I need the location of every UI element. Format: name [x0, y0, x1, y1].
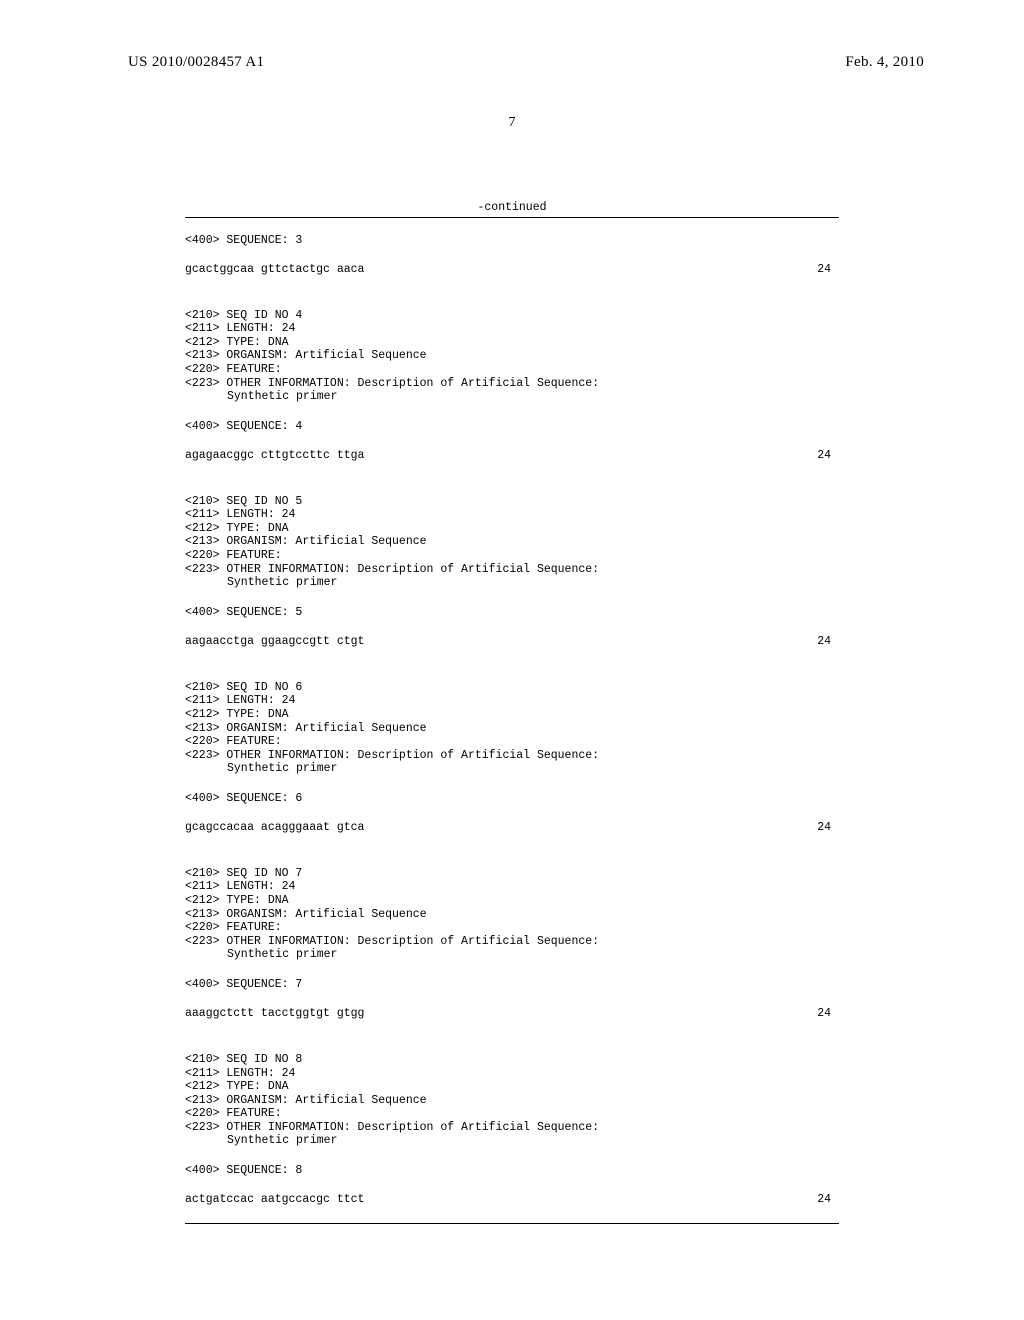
sequence-text: actgatccac aatgccacgc ttct [185, 1193, 364, 1207]
sequence-text: aagaacctga ggaagccgtt ctgt [185, 635, 364, 649]
sequence-text: agagaacggc cttgtccttc ttga [185, 449, 364, 463]
sequence-meta-line: <211> LENGTH: 24 [185, 694, 839, 708]
sequence-length: 24 [817, 1007, 839, 1021]
sequence-header: <400> SEQUENCE: 8 [185, 1164, 839, 1178]
sequence-meta-line: <220> FEATURE: [185, 735, 839, 749]
sequence-data-row: gcagccacaa acagggaaat gtca 24 [185, 821, 839, 835]
sequence-meta-indented: Synthetic primer [185, 1134, 839, 1148]
block-spacer [185, 479, 839, 495]
sequence-data-row: aagaacctga ggaagccgtt ctgt 24 [185, 635, 839, 649]
sequence-header: <400> SEQUENCE: 5 [185, 606, 839, 620]
sequence-meta-line: <213> ORGANISM: Artificial Sequence [185, 535, 839, 549]
sequence-block: <210> SEQ ID NO 8<211> LENGTH: 24<212> T… [185, 1053, 839, 1207]
sequence-meta-line: <213> ORGANISM: Artificial Sequence [185, 1094, 839, 1108]
sequence-header: <400> SEQUENCE: 4 [185, 420, 839, 434]
sequence-meta-line: <211> LENGTH: 24 [185, 1067, 839, 1081]
sequence-length: 24 [817, 635, 839, 649]
document-header: US 2010/0028457 A1 Feb. 4, 2010 [0, 0, 1024, 71]
sequence-block: <210> SEQ ID NO 5<211> LENGTH: 24<212> T… [185, 495, 839, 649]
sequence-block: <400> SEQUENCE: 3 gcactggcaa gttctactgc a… [185, 234, 839, 277]
sequence-block: <210> SEQ ID NO 7<211> LENGTH: 24<212> T… [185, 867, 839, 1021]
top-rule [185, 217, 839, 218]
sequence-meta-line: <213> ORGANISM: Artificial Sequence [185, 349, 839, 363]
sequence-meta-indented: Synthetic primer [185, 390, 839, 404]
sequence-meta-line: <220> FEATURE: [185, 549, 839, 563]
sequence-meta-line: <210> SEQ ID NO 6 [185, 681, 839, 695]
sequence-meta-line: <210> SEQ ID NO 4 [185, 309, 839, 323]
sequence-meta-line: <210> SEQ ID NO 8 [185, 1053, 839, 1067]
sequence-length: 24 [817, 1193, 839, 1207]
sequence-meta-line: <223> OTHER INFORMATION: Description of … [185, 935, 839, 949]
sequence-meta-line: <210> SEQ ID NO 7 [185, 867, 839, 881]
sequence-length: 24 [817, 821, 839, 835]
sequence-meta-indented: Synthetic primer [185, 762, 839, 776]
sequence-text: gcactggcaa gttctactgc aaca [185, 263, 364, 277]
sequence-meta-line: <212> TYPE: DNA [185, 1080, 839, 1094]
block-spacer [185, 851, 839, 867]
sequence-meta-line: <212> TYPE: DNA [185, 708, 839, 722]
block-spacer [185, 1037, 839, 1053]
sequence-meta-line: <212> TYPE: DNA [185, 894, 839, 908]
sequence-meta-indented: Synthetic primer [185, 948, 839, 962]
sequence-length: 24 [817, 449, 839, 463]
sequence-block: <210> SEQ ID NO 6<211> LENGTH: 24<212> T… [185, 681, 839, 835]
sequence-meta-line: <213> ORGANISM: Artificial Sequence [185, 722, 839, 736]
sequence-header: <400> SEQUENCE: 6 [185, 792, 839, 806]
sequence-meta-line: <211> LENGTH: 24 [185, 508, 839, 522]
sequence-meta-line: <212> TYPE: DNA [185, 522, 839, 536]
sequence-meta-line: <213> ORGANISM: Artificial Sequence [185, 908, 839, 922]
sequence-data-row: actgatccac aatgccacgc ttct 24 [185, 1193, 839, 1207]
sequence-meta-line: <220> FEATURE: [185, 363, 839, 377]
block-spacer [185, 293, 839, 309]
sequence-meta-line: <223> OTHER INFORMATION: Description of … [185, 1121, 839, 1135]
bottom-rule [185, 1223, 839, 1224]
sequence-block: <210> SEQ ID NO 4<211> LENGTH: 24<212> T… [185, 309, 839, 463]
sequence-data-row: aaaggctctt tacctggtgt gtgg 24 [185, 1007, 839, 1021]
page-number: 7 [0, 115, 1024, 131]
sequence-data-row: agagaacggc cttgtccttc ttga 24 [185, 449, 839, 463]
sequence-meta-line: <212> TYPE: DNA [185, 336, 839, 350]
sequences-container: <400> SEQUENCE: 3 gcactggcaa gttctactgc a… [185, 234, 839, 1207]
sequence-text: aaaggctctt tacctggtgt gtgg [185, 1007, 364, 1021]
sequence-header: <400> SEQUENCE: 3 [185, 234, 839, 248]
publication-number: US 2010/0028457 A1 [128, 54, 264, 71]
sequence-meta-indented: Synthetic primer [185, 576, 839, 590]
block-spacer [185, 665, 839, 681]
sequence-meta-line: <210> SEQ ID NO 5 [185, 495, 839, 509]
sequence-meta-line: <211> LENGTH: 24 [185, 880, 839, 894]
sequence-meta-line: <220> FEATURE: [185, 1107, 839, 1121]
sequence-meta-line: <223> OTHER INFORMATION: Description of … [185, 563, 839, 577]
continued-label: -continued [185, 201, 839, 215]
publication-date: Feb. 4, 2010 [845, 54, 924, 71]
sequence-data-row: gcactggcaa gttctactgc aaca 24 [185, 263, 839, 277]
sequence-meta-line: <211> LENGTH: 24 [185, 322, 839, 336]
sequence-length: 24 [817, 263, 839, 277]
sequence-meta-line: <220> FEATURE: [185, 921, 839, 935]
sequence-meta-line: <223> OTHER INFORMATION: Description of … [185, 377, 839, 391]
sequence-text: gcagccacaa acagggaaat gtca [185, 821, 364, 835]
sequence-listing-content: -continued <400> SEQUENCE: 3 gcactggcaa g… [0, 131, 1024, 1224]
sequence-header: <400> SEQUENCE: 7 [185, 978, 839, 992]
sequence-meta-line: <223> OTHER INFORMATION: Description of … [185, 749, 839, 763]
